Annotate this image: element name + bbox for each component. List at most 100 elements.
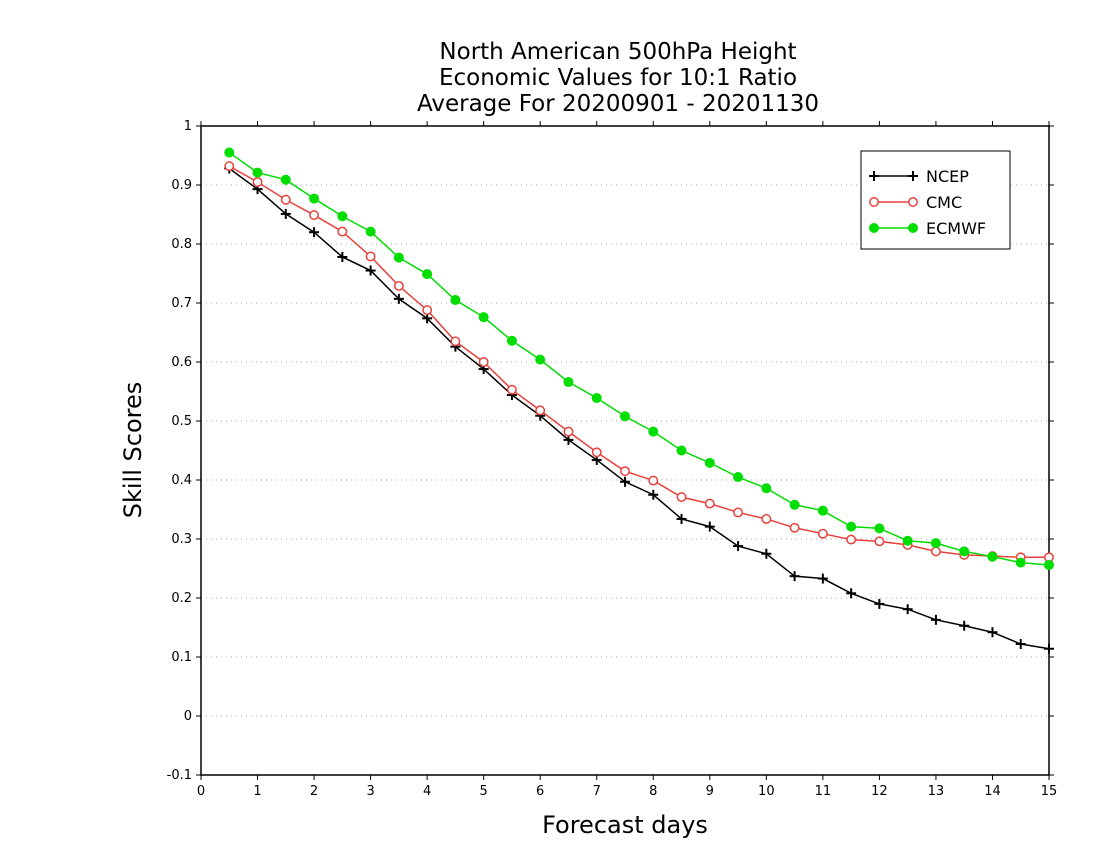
legend-marker-end-ecmwf bbox=[908, 223, 918, 233]
data-point-ncep bbox=[309, 227, 320, 238]
x-tick-label: 8 bbox=[649, 784, 657, 799]
data-point-ecmwf bbox=[393, 252, 404, 263]
data-point-ecmwf bbox=[874, 523, 885, 534]
y-tick-label: 0.7 bbox=[171, 296, 192, 311]
plot-frame bbox=[200, 125, 1050, 776]
data-point-cmc bbox=[761, 513, 772, 524]
data-point-ncep bbox=[648, 489, 659, 500]
data-point-cmc bbox=[591, 447, 602, 458]
data-point-ecmwf bbox=[365, 226, 376, 237]
legend-label-ncep: NCEP bbox=[926, 167, 969, 186]
data-point-ncep bbox=[789, 571, 800, 582]
data-point-ecmwf bbox=[506, 335, 517, 346]
series-layer bbox=[224, 147, 1054, 654]
series-ecmwf bbox=[224, 147, 1054, 570]
data-point-cmc bbox=[930, 546, 941, 557]
data-point-ncep bbox=[1044, 643, 1054, 654]
data-point-cmc bbox=[535, 405, 546, 416]
data-point-ncep bbox=[365, 265, 376, 276]
data-point-ecmwf bbox=[620, 411, 630, 422]
data-point-cmc bbox=[365, 251, 376, 262]
legend-item-cmc: CMC bbox=[869, 193, 962, 212]
data-point-ecmwf bbox=[987, 551, 998, 562]
data-point-ncep bbox=[959, 620, 970, 631]
y-tick-label: 0.5 bbox=[171, 414, 192, 429]
data-point-cmc bbox=[422, 305, 433, 316]
data-point-ecmwf bbox=[422, 269, 433, 280]
data-point-cmc bbox=[450, 336, 461, 347]
data-point-cmc bbox=[789, 522, 800, 533]
data-point-ecmwf bbox=[817, 505, 828, 516]
data-point-ecmwf bbox=[337, 211, 348, 222]
legend-item-ncep: NCEP bbox=[869, 167, 969, 186]
x-tick-label: 9 bbox=[706, 784, 714, 799]
y-tick-label: 0.9 bbox=[171, 178, 192, 193]
data-point-ecmwf bbox=[676, 445, 687, 456]
data-point-ecmwf bbox=[959, 546, 970, 557]
data-point-ecmwf bbox=[789, 499, 800, 510]
data-point-ecmwf bbox=[846, 521, 857, 532]
data-point-cmc bbox=[733, 507, 744, 518]
x-tick-label: 1 bbox=[253, 784, 261, 799]
data-point-cmc bbox=[337, 226, 348, 237]
data-point-ncep bbox=[987, 627, 998, 638]
x-tick-label: 15 bbox=[1041, 784, 1058, 799]
legend: NCEP CMC ECMWF bbox=[860, 150, 1011, 250]
data-point-ncep bbox=[761, 548, 772, 559]
data-point-ecmwf bbox=[591, 392, 602, 403]
data-point-ecmwf bbox=[704, 457, 715, 468]
data-point-ecmwf bbox=[309, 193, 320, 204]
data-point-ecmwf bbox=[478, 312, 489, 323]
data-point-cmc bbox=[224, 161, 235, 172]
y-tick-label: 0.1 bbox=[171, 650, 192, 665]
x-tick-label: 12 bbox=[871, 784, 888, 799]
data-point-ncep bbox=[676, 513, 687, 524]
x-tick-label: 7 bbox=[593, 784, 601, 799]
data-point-ncep bbox=[902, 604, 913, 615]
data-point-cmc bbox=[874, 536, 885, 547]
x-tick-label: 6 bbox=[536, 784, 544, 799]
data-point-ncep bbox=[337, 251, 348, 262]
x-axis-ticks: 0 1 2 3 4 5 6 7 8 9 10 11 12 13 14 15 bbox=[197, 121, 1057, 799]
data-point-ecmwf bbox=[761, 483, 772, 494]
data-point-ecmwf bbox=[648, 426, 659, 437]
y-axis-title: Skill Scores bbox=[119, 382, 147, 519]
title-line-2: Economic Values for 10:1 Ratio bbox=[439, 65, 797, 91]
data-point-cmc bbox=[648, 475, 659, 486]
data-point-cmc bbox=[620, 466, 630, 477]
x-tick-label: 0 bbox=[197, 784, 205, 799]
legend-label-cmc: CMC bbox=[926, 193, 962, 212]
x-tick-label: 14 bbox=[984, 784, 1001, 799]
data-point-ecmwf bbox=[563, 377, 574, 388]
legend-marker-start-cmc bbox=[869, 197, 879, 207]
data-point-ncep bbox=[874, 598, 885, 609]
chart-title: North American 500hPa Height Economic Va… bbox=[417, 39, 819, 117]
x-axis-title: Forecast days bbox=[542, 811, 708, 839]
x-tick-label: 2 bbox=[310, 784, 318, 799]
y-tick-label: -0.1 bbox=[167, 768, 192, 783]
data-point-ecmwf bbox=[280, 174, 291, 185]
series-line-ncep bbox=[228, 167, 1050, 650]
legend-label-ecmwf: ECMWF bbox=[926, 219, 986, 238]
y-tick-label: 0 bbox=[184, 709, 192, 724]
x-tick-label: 10 bbox=[758, 784, 775, 799]
data-point-ecmwf bbox=[535, 354, 546, 365]
data-point-cmc bbox=[506, 384, 517, 395]
data-point-ecmwf bbox=[1015, 557, 1026, 568]
data-point-cmc bbox=[478, 357, 489, 367]
data-point-cmc bbox=[563, 426, 574, 437]
x-tick-label: 4 bbox=[423, 784, 431, 799]
series-ncep bbox=[224, 163, 1054, 654]
data-point-ncep bbox=[733, 541, 744, 552]
data-point-cmc bbox=[704, 498, 715, 509]
y-tick-label: 0.2 bbox=[171, 591, 192, 606]
data-point-ecmwf bbox=[733, 472, 744, 483]
y-axis-ticks: -0.1 0 0.1 0.2 0.3 0.4 0.5 0.6 0.7 0.8 0.9 1 bbox=[167, 119, 1054, 783]
data-point-ncep bbox=[930, 614, 941, 625]
data-point-ecmwf bbox=[252, 167, 263, 178]
data-point-cmc bbox=[817, 528, 828, 539]
data-point-ncep bbox=[393, 293, 404, 304]
x-tick-label: 11 bbox=[815, 784, 832, 799]
y-tick-label: 0.6 bbox=[171, 355, 192, 370]
